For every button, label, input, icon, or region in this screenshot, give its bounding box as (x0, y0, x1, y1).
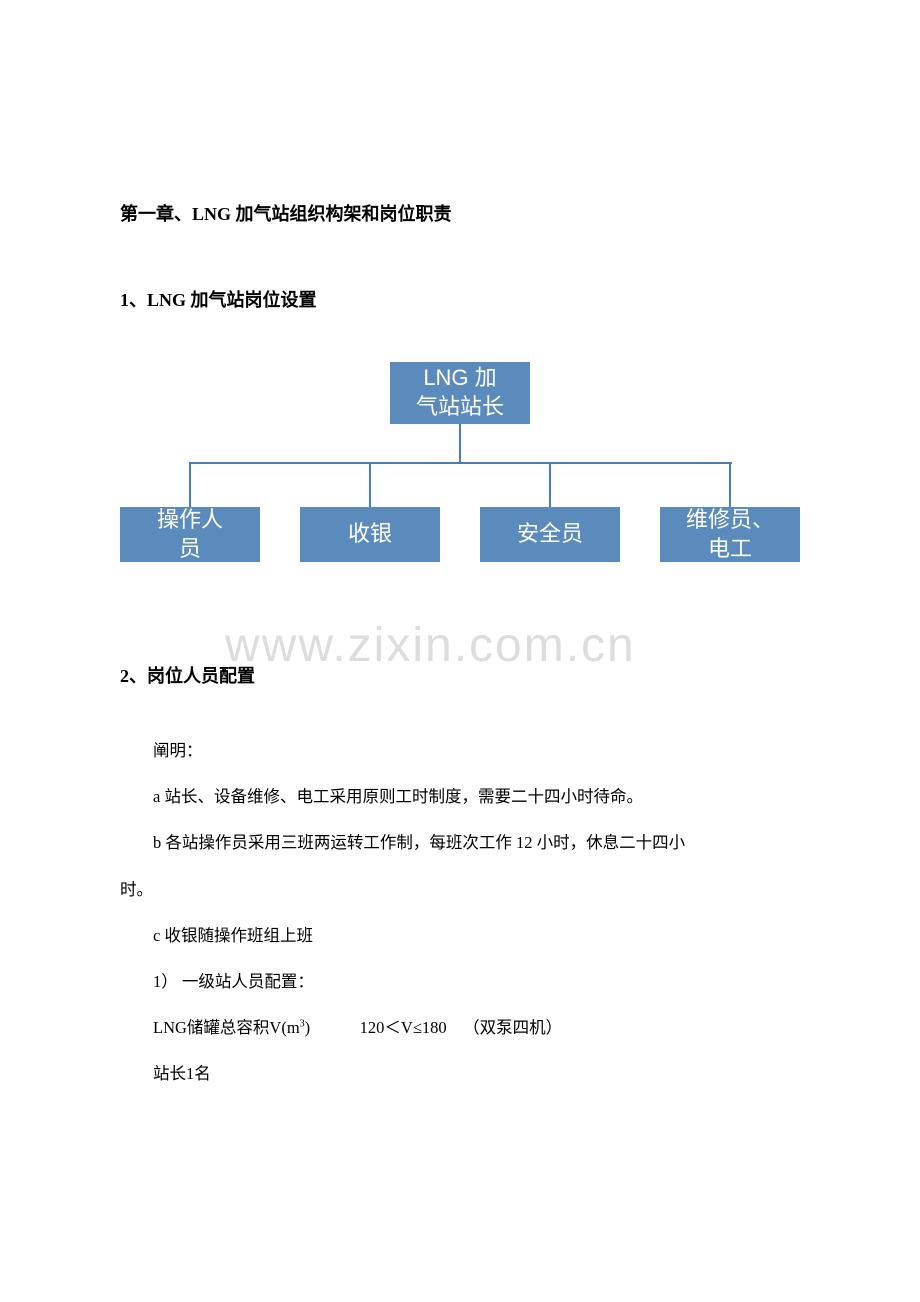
section-2-title: 2、岗位人员配置 (120, 662, 800, 688)
org-connector (549, 462, 551, 507)
org-child-box: 安全员 (480, 507, 620, 562)
org-child-box: 收银 (300, 507, 440, 562)
body-line-a: a 站长、设备维修、电工采用原则工时制度，需要二十四小时待命。 (120, 774, 800, 820)
body-e-pre: LNG储罐总容积V(m (153, 1018, 300, 1037)
org-connector (189, 462, 191, 507)
body-line-b: b 各站操作员采用三班两运转工作制，每班次工作 12 小时，休息二十四小 (120, 820, 800, 866)
body-line-b-cont: 时。 (120, 867, 800, 913)
body-line-d: 1） 一级站人员配置： (120, 959, 800, 1005)
body-e-post: ) 120＜V≤180 （双泵四机） (305, 1018, 562, 1037)
org-child-box: 操作人员 (120, 507, 260, 562)
section-1-title: 1、LNG 加气站岗位设置 (120, 286, 800, 312)
chapter-title: 第一章、LNG 加气站组织构架和岗位职责 (120, 200, 800, 226)
org-connector (190, 462, 732, 464)
body-line-e: LNG储罐总容积V(m3) 120＜V≤180 （双泵四机） (120, 1005, 800, 1051)
org-child-box: 维修员、电工 (660, 507, 800, 562)
body-line-f: 站长1名 (120, 1051, 800, 1097)
org-connector (729, 462, 731, 507)
body-line-c: c 收银随操作班组上班 (120, 913, 800, 959)
org-connector (369, 462, 371, 507)
org-root-box: LNG 加气站站长 (390, 362, 530, 424)
body-intro: 阐明： (120, 728, 800, 774)
org-connector (459, 424, 461, 462)
org-chart: LNG 加气站站长操作人员收银安全员维修员、电工 (120, 362, 800, 572)
